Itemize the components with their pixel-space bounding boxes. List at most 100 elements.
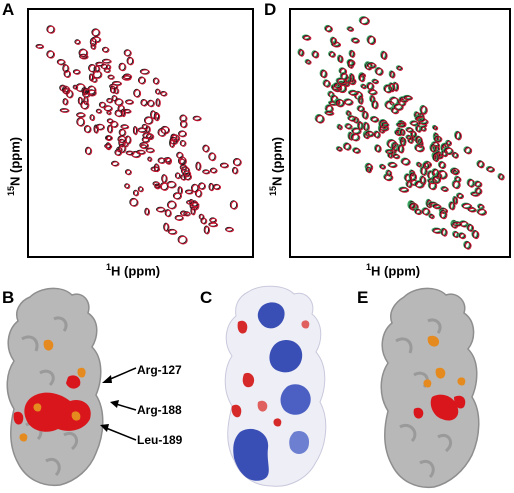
nmr-peak bbox=[185, 190, 194, 195]
nmr-peak bbox=[444, 147, 453, 155]
nmr-peak bbox=[141, 136, 150, 143]
nmr-peak bbox=[335, 77, 345, 84]
nmr-peak bbox=[400, 157, 409, 165]
nmr-peak bbox=[454, 197, 459, 205]
nmr-peak bbox=[105, 144, 113, 150]
nmr-peak bbox=[414, 208, 421, 214]
nmr-peak bbox=[367, 35, 376, 45]
nmr-peak bbox=[337, 78, 347, 85]
nmr-peak bbox=[410, 120, 419, 126]
nmr-peak bbox=[384, 100, 394, 109]
nmr-peak bbox=[375, 145, 382, 153]
nmr-peak bbox=[111, 160, 119, 166]
nmr-peak bbox=[345, 99, 354, 106]
nmr-peak bbox=[102, 47, 110, 53]
nmr-peak bbox=[331, 37, 338, 45]
nmr-peak bbox=[430, 214, 435, 220]
nmr-peak bbox=[80, 54, 89, 60]
nmr-peak bbox=[219, 162, 229, 168]
nmr-peak bbox=[414, 180, 423, 188]
nmr-peak bbox=[353, 148, 361, 154]
nmr-peak bbox=[397, 66, 404, 71]
nmr-peak bbox=[415, 115, 425, 122]
nmr-peak bbox=[119, 63, 127, 72]
nmr-peak bbox=[90, 38, 98, 47]
nmr-peak bbox=[338, 55, 344, 64]
nmr-peak bbox=[485, 166, 494, 172]
nmr-peak bbox=[118, 136, 127, 144]
nmr-peak bbox=[325, 26, 333, 33]
nmr-peak bbox=[115, 149, 123, 157]
nmr-peak bbox=[110, 120, 118, 128]
nmr-peak bbox=[180, 166, 190, 175]
nmr-peak bbox=[73, 69, 81, 75]
nmr-peak bbox=[158, 158, 166, 164]
nmr-peak bbox=[442, 228, 448, 237]
nmr-peak bbox=[388, 162, 397, 168]
nmr-peak bbox=[140, 142, 149, 150]
nmr-peak bbox=[401, 137, 407, 147]
nmr-peak bbox=[475, 181, 483, 188]
nmr-peak bbox=[179, 114, 187, 122]
nmr-peak bbox=[465, 241, 472, 250]
nmr-peak bbox=[347, 89, 357, 95]
nmr-peak bbox=[347, 59, 355, 66]
nmr-peak bbox=[122, 73, 132, 80]
nmr-peak bbox=[107, 119, 114, 124]
nmr-peak bbox=[79, 53, 88, 59]
nmr-peak bbox=[173, 192, 182, 200]
nmr-peak bbox=[232, 158, 241, 166]
nmr-peak bbox=[133, 126, 139, 136]
nmr-peak bbox=[347, 115, 355, 121]
nmr-peak bbox=[106, 118, 113, 123]
nmr-peak bbox=[142, 124, 149, 130]
nmr-peak bbox=[154, 112, 161, 122]
nmr-peak bbox=[164, 223, 170, 232]
nmr-peak bbox=[416, 116, 426, 123]
nmr-peak bbox=[144, 117, 154, 125]
nmr-peak bbox=[380, 165, 387, 170]
nmr-peak bbox=[325, 25, 332, 32]
nmr-peak bbox=[76, 112, 85, 118]
nmr-peak bbox=[433, 153, 440, 163]
nmr-peak bbox=[384, 173, 393, 181]
nmr-peak bbox=[457, 193, 464, 200]
nmr-peak bbox=[452, 221, 462, 227]
nmr-peak bbox=[167, 200, 176, 209]
nmr-peak bbox=[415, 209, 423, 216]
nmr-peak bbox=[57, 59, 66, 66]
nmr-peak bbox=[366, 131, 375, 138]
nmr-peak bbox=[148, 157, 153, 163]
nmr-peak bbox=[486, 166, 495, 173]
nmr-peak bbox=[73, 85, 79, 90]
nmr-peak bbox=[100, 63, 108, 69]
nmr-peak bbox=[85, 147, 93, 156]
nmr-peak bbox=[393, 103, 403, 111]
nmr-peak bbox=[316, 115, 325, 124]
nmr-peak bbox=[487, 167, 496, 173]
nmr-peak bbox=[123, 108, 131, 114]
nmr-peak bbox=[78, 48, 88, 58]
nmr-peak bbox=[359, 16, 370, 25]
nmr-peak bbox=[415, 181, 425, 189]
nmr-peak bbox=[165, 209, 172, 218]
nmr-peak bbox=[398, 186, 408, 192]
nmr-peak bbox=[474, 181, 482, 188]
nmr-peak bbox=[411, 121, 420, 127]
nmr-peak bbox=[348, 27, 355, 32]
nmr-peak bbox=[180, 164, 188, 171]
nmr-peak bbox=[136, 149, 145, 155]
arrowhead-leu-189 bbox=[100, 424, 109, 432]
nmr-peak bbox=[445, 148, 454, 155]
nmr-peak bbox=[62, 87, 69, 93]
nmr-peak bbox=[47, 50, 56, 59]
nmr-peak bbox=[415, 144, 425, 153]
x-axis-label-d: 1H (ppm) bbox=[366, 262, 421, 279]
nmr-peak bbox=[352, 147, 360, 153]
nmr-peak bbox=[324, 80, 331, 88]
nmr-peak bbox=[393, 154, 400, 159]
nmr-peak bbox=[108, 125, 114, 134]
nmr-peak bbox=[184, 170, 192, 178]
nmr-peak bbox=[390, 71, 396, 79]
nmr-peak bbox=[102, 46, 109, 53]
